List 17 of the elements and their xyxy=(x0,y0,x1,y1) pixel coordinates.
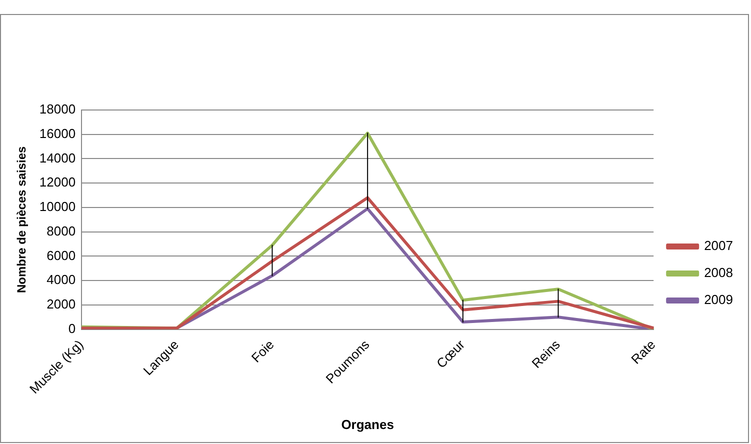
x-axis-title: Organes xyxy=(341,416,394,432)
y-tick-label: 12000 xyxy=(39,174,76,190)
x-tick-label: Foie xyxy=(248,336,277,366)
y-tick-label: 4000 xyxy=(46,272,76,288)
y-tick-label: 8000 xyxy=(46,223,76,238)
legend-label: 2009 xyxy=(704,292,733,308)
y-tick-label: 6000 xyxy=(46,248,76,263)
y-tick-label: 2000 xyxy=(46,296,76,312)
y-tick-label: 10000 xyxy=(39,199,76,214)
y-axis-title: Nombre de pièces saisies xyxy=(14,146,29,294)
x-tick-label: Rate xyxy=(628,336,658,367)
legend-label: 2007 xyxy=(704,238,733,254)
y-tick-label: 0 xyxy=(68,320,76,336)
legend-label: 2008 xyxy=(704,265,733,280)
y-tick-label: 14000 xyxy=(39,150,76,166)
y-tick-label: 16000 xyxy=(39,126,76,141)
y-tick-label: 18000 xyxy=(39,102,76,117)
